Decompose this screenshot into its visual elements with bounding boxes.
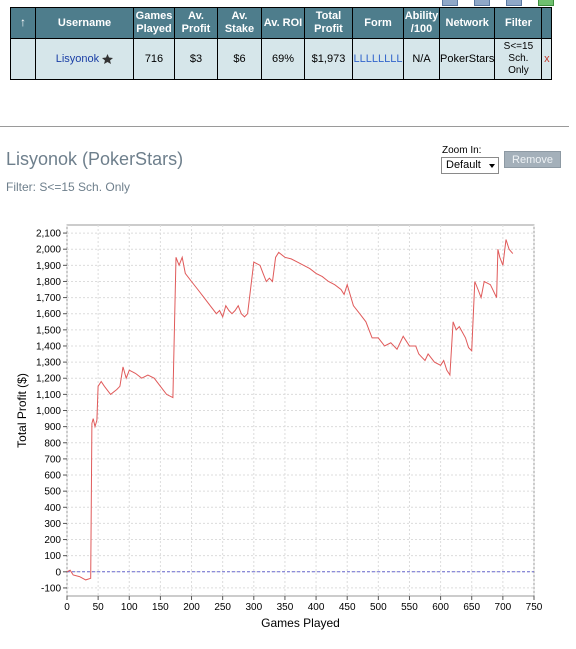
profit-series-line <box>66 239 514 581</box>
y-tick-label: 1,600 <box>36 309 61 320</box>
toolbar-icon-4[interactable] <box>538 0 554 6</box>
cell-ability: N/A <box>403 38 440 80</box>
header-games-played[interactable]: Games Played <box>133 7 175 39</box>
cell-form: LLLLLLLL <box>352 38 404 80</box>
zoom-label: Zoom In: <box>442 145 482 156</box>
y-tick-label: 0 <box>55 567 61 578</box>
x-tick-label: 250 <box>214 602 231 613</box>
cell-av-stake: $6 <box>217 38 262 80</box>
header-filter[interactable]: Filter <box>494 7 543 39</box>
y-tick-label: 800 <box>44 438 61 449</box>
x-tick-label: 100 <box>121 602 138 613</box>
player-title: Lisyonok (PokerStars) <box>6 149 184 169</box>
x-tick-label: 700 <box>495 602 512 613</box>
y-tick-label: 600 <box>44 471 61 482</box>
x-tick-label: 0 <box>64 602 70 613</box>
chevron-down-icon <box>489 164 495 168</box>
x-tick-label: 650 <box>463 602 480 613</box>
cell-filter: S<=15 Sch. Only <box>494 38 543 80</box>
toolbar-icon-2[interactable] <box>474 0 490 6</box>
y-tick-label: 1,400 <box>36 341 61 352</box>
y-tick-label: 2,100 <box>36 229 61 240</box>
pokerstars-icon <box>102 54 114 65</box>
x-tick-label: 550 <box>401 602 418 613</box>
header-form[interactable]: Form <box>352 7 404 39</box>
y-tick-label: 900 <box>44 422 61 433</box>
header-total-profit[interactable]: Total Profit <box>304 7 353 39</box>
y-tick-label: 500 <box>44 487 61 498</box>
x-tick-label: 350 <box>277 602 294 613</box>
y-tick-label: 2,000 <box>36 245 61 256</box>
section-divider <box>0 126 569 127</box>
zoom-select-value: Default <box>446 159 481 171</box>
stats-table: ↑ Username Games Played Av. Profit Av. S… <box>10 7 553 80</box>
cell-network: PokerStars <box>438 38 496 80</box>
zoom-select[interactable]: Default <box>441 157 499 174</box>
y-tick-label: 200 <box>44 535 61 546</box>
y-tick-label: 1,900 <box>36 261 61 272</box>
header-network[interactable]: Network <box>438 7 496 39</box>
x-tick-label: 50 <box>93 602 105 613</box>
table-header-row: ↑ Username Games Played Av. Profit Av. S… <box>10 7 553 39</box>
x-tick-label: 300 <box>245 602 262 613</box>
username-link[interactable]: Lisyonok <box>55 53 100 65</box>
y-tick-label: 400 <box>44 503 61 514</box>
cell-username: Lisyonok <box>35 38 134 80</box>
x-tick-label: 500 <box>370 602 387 613</box>
form-link[interactable]: LLLLLLLL <box>353 53 403 65</box>
remove-row-icon[interactable]: x <box>544 53 550 65</box>
y-tick-label: -100 <box>41 583 61 594</box>
header-av-roi[interactable]: Av. ROI <box>261 7 305 39</box>
x-tick-label: 600 <box>432 602 449 613</box>
x-axis-label: Games Played <box>261 616 340 630</box>
y-tick-label: 700 <box>44 454 61 465</box>
header-ability[interactable]: Ability /100 <box>403 7 440 39</box>
x-tick-label: 400 <box>308 602 325 613</box>
x-tick-label: 750 <box>526 602 543 613</box>
toolbar-icon-3[interactable] <box>506 0 522 6</box>
cell-remove: x <box>541 38 553 80</box>
y-tick-label: 1,200 <box>36 374 61 385</box>
cell-av-roi: 69% <box>261 38 305 80</box>
y-tick-label: 1,100 <box>36 390 61 401</box>
x-tick-label: 450 <box>339 602 356 613</box>
header-av-profit[interactable]: Av. Profit <box>174 7 218 39</box>
y-tick-label: 100 <box>44 551 61 562</box>
cell-av-profit: $3 <box>174 38 218 80</box>
y-axis-label: Total Profit ($) <box>15 373 29 448</box>
header-username[interactable]: Username <box>35 7 134 39</box>
sort-button[interactable]: ↑ <box>10 7 36 39</box>
y-tick-label: 1,700 <box>36 293 61 304</box>
y-tick-label: 1,000 <box>36 406 61 417</box>
row-spacer <box>10 38 36 80</box>
remove-button[interactable]: Remove <box>504 151 561 168</box>
y-tick-label: 300 <box>44 519 61 530</box>
arrow-up-icon[interactable]: ↑ <box>20 15 26 29</box>
y-tick-label: 1,300 <box>36 358 61 369</box>
y-tick-label: 1,500 <box>36 325 61 336</box>
x-tick-label: 200 <box>183 602 200 613</box>
cell-total-profit: $1,973 <box>304 38 353 80</box>
cell-games-played: 716 <box>133 38 175 80</box>
y-tick-label: 1,800 <box>36 277 61 288</box>
table-row: Lisyonok 716 $3 $6 69% $1,973 LLLLLLLL N… <box>10 38 553 80</box>
x-tick-label: 150 <box>152 602 169 613</box>
toolbar-icon-1[interactable] <box>442 0 458 6</box>
top-toolbar-icons <box>438 0 576 8</box>
filter-text: Filter: S<=15 Sch. Only <box>6 180 131 194</box>
